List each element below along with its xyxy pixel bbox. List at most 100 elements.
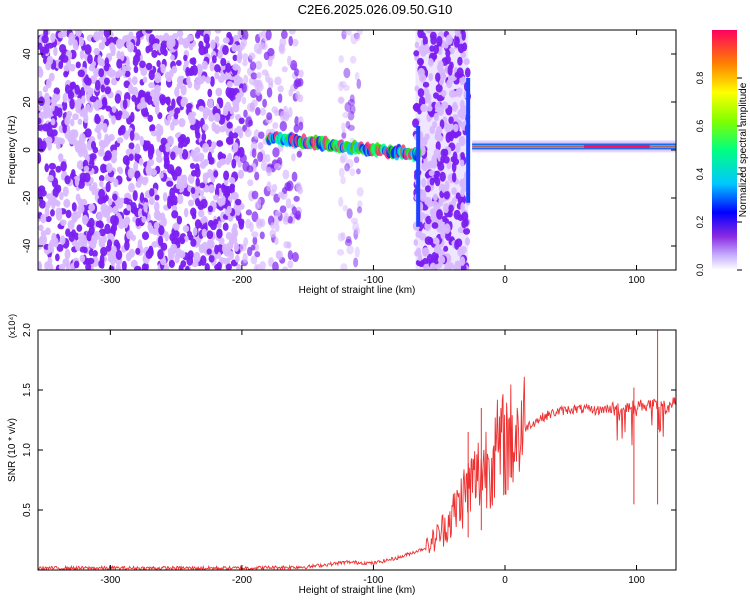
heatmap-cell (344, 101, 352, 113)
heatmap-cell (216, 140, 224, 147)
heatmap-cell (111, 245, 117, 253)
heatmap-cell (141, 176, 148, 186)
heatmap-cell (354, 33, 361, 42)
y-tick-label: 2.0 (22, 323, 33, 337)
heatmap-cell (128, 83, 134, 95)
heatmap-cell (157, 249, 164, 260)
heatmap-cell (124, 70, 131, 78)
heatmap-cell (220, 195, 226, 206)
x-tick-label: 100 (628, 575, 645, 586)
heatmap-cell (166, 75, 173, 83)
heatmap-cell (138, 157, 144, 166)
heatmap-cell (245, 209, 253, 216)
heatmap-cell (174, 107, 181, 114)
heatmap-cell (71, 202, 77, 212)
heatmap-cell (176, 215, 183, 225)
heatmap-cell (193, 251, 201, 263)
heatmap-cell (111, 78, 116, 86)
heatmap-cell (277, 85, 284, 93)
heatmap-cell (437, 255, 446, 265)
heatmap-cell (64, 248, 71, 260)
heatmap-cell (206, 230, 214, 240)
x-tick-label: -100 (363, 575, 383, 586)
heatmap-cell (441, 101, 449, 110)
spectrogram-y-ticks: -40 -20 0 20 40 (22, 48, 676, 253)
heatmap-cell (55, 253, 60, 262)
heatmap-cell (83, 172, 91, 183)
y-tick-label: 0 (22, 147, 33, 153)
heatmap-cell (435, 141, 441, 151)
heatmap-cell (258, 141, 264, 150)
heatmap-cell (60, 161, 67, 172)
heatmap-cell (55, 207, 63, 216)
heatmap-cell (140, 67, 148, 76)
heatmap-cell (220, 57, 227, 67)
heatmap-cell (236, 53, 243, 64)
snr-y-label: SNR (10 * v/v) (7, 418, 18, 482)
heatmap-cell (222, 37, 230, 44)
heatmap-cell (121, 64, 126, 76)
heatmap-cell (280, 110, 286, 122)
heatmap-cell (104, 133, 109, 144)
heatmap-cell (44, 261, 50, 270)
heatmap-cell (145, 165, 151, 174)
heatmap-cell (464, 67, 471, 78)
heatmap-cell (124, 65, 132, 72)
heatmap-cell (267, 47, 275, 57)
heatmap-cell (291, 252, 299, 263)
heatmap-cell (209, 76, 215, 87)
heatmap-cell (115, 265, 122, 270)
heatmap-cell (255, 87, 261, 97)
heatmap-cell (38, 261, 42, 270)
heatmap-cell (461, 107, 467, 117)
heatmap-cell (272, 261, 279, 270)
heatmap-cell (246, 165, 254, 173)
heatmap-cell (256, 198, 262, 210)
heatmap-cell (422, 81, 430, 88)
heatmap-band (472, 142, 676, 151)
heatmap-cell (215, 87, 223, 97)
heatmap-cell (76, 97, 82, 109)
heatmap-cell (174, 166, 182, 177)
heatmap-cell (225, 62, 232, 73)
heatmap-cell (158, 144, 166, 153)
heatmap-cell (201, 228, 208, 238)
heatmap-cell (349, 55, 357, 64)
heatmap-cell (204, 185, 210, 193)
heatmap-cell (422, 247, 430, 257)
heatmap-cell (111, 223, 118, 233)
heatmap-cell (115, 249, 123, 260)
heatmap-cell (164, 143, 171, 153)
heatmap-cell (129, 130, 135, 141)
heatmap-cell (443, 155, 450, 164)
heatmap-cell (272, 147, 280, 158)
heatmap-cell (174, 86, 180, 98)
heatmap-cell (44, 163, 50, 173)
y-tick-label: -20 (22, 190, 33, 205)
colorbar-ticks: 0.0 0.2 0.4 0.6 0.8 (695, 72, 742, 276)
heatmap-cell (439, 171, 446, 182)
heatmap-cell (112, 205, 119, 215)
heatmap-cell (83, 165, 90, 172)
heatmap-cell (195, 131, 201, 140)
heatmap-cell (122, 155, 130, 165)
heatmap-cell (52, 187, 59, 198)
heatmap-cell (67, 90, 75, 100)
snr-y-scale-label: (x10⁴) (7, 314, 17, 338)
heatmap-cell (218, 159, 226, 166)
heatmap-cell (243, 74, 249, 85)
heatmap-cell (231, 158, 237, 169)
heatmap-cell (180, 97, 187, 108)
heatmap-cell (232, 192, 239, 201)
heatmap-cell (199, 182, 206, 189)
heatmap-cell (243, 237, 249, 247)
heatmap-cell (74, 175, 80, 187)
heatmap-cell (213, 170, 219, 178)
heatmap-cell (72, 113, 79, 121)
heatmap-cell (413, 50, 420, 57)
heatmap-cell (128, 248, 136, 258)
heatmap-cell (208, 156, 215, 165)
heatmap-cell (432, 158, 438, 168)
